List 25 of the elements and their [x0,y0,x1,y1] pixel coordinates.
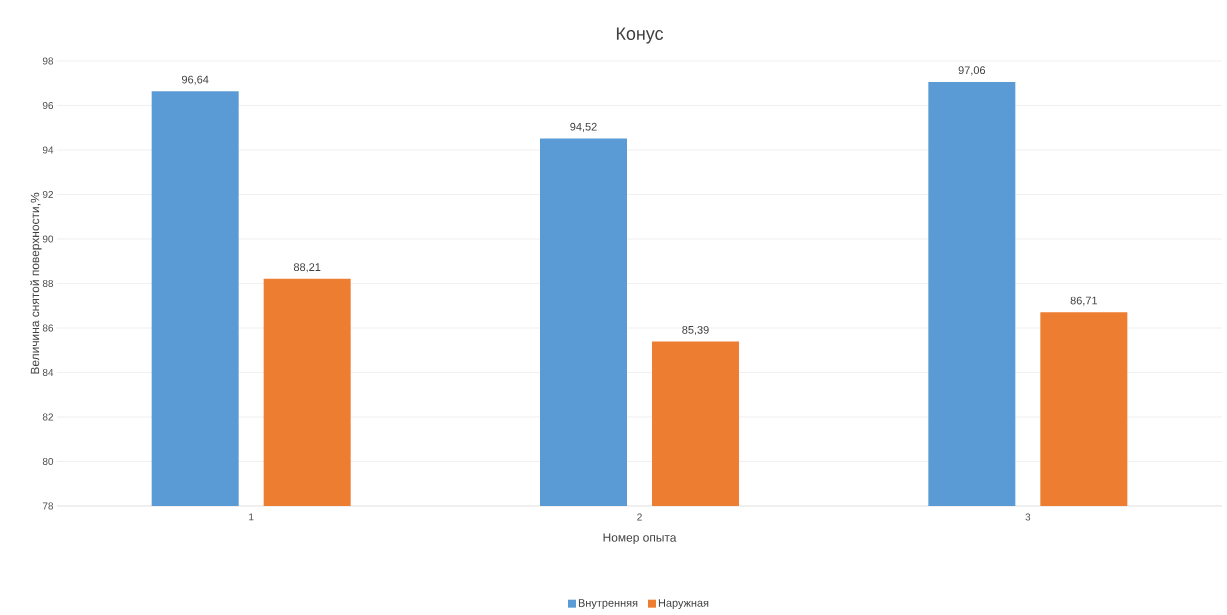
data-label: 97,06 [958,66,986,76]
chart-title: Конус [616,27,664,44]
data-label: 85,39 [682,326,709,336]
y-tick-label: 86 [42,324,54,332]
y-tick-label: 92 [42,190,53,199]
y-tick-label: 96 [42,101,54,110]
y-tick-label: 94 [42,146,54,154]
data-label: 96,64 [181,75,209,85]
legend-label: Наружная [658,599,709,609]
y-tick-label: 78 [42,502,54,510]
y-axis-title: Величина снятой поверхности,% [30,192,42,374]
y-tick-label: 84 [42,368,54,377]
y-tick-label: 80 [42,457,54,466]
y-tick-label: 98 [42,57,54,65]
x-axis-title: Номер опыта [603,533,677,545]
x-tick-label: 2 [637,513,642,521]
y-tick-label: 82 [42,413,53,421]
y-tick-label: 90 [42,235,54,243]
data-label: 88,21 [293,263,321,273]
data-label: 86,71 [1070,296,1098,306]
y-tick-label: 88 [42,279,54,288]
x-tick-label: 1 [249,513,254,521]
legend-label: Внутренняя [578,599,638,609]
data-label: 94,52 [570,122,597,132]
x-tick-label: 3 [1025,513,1031,521]
